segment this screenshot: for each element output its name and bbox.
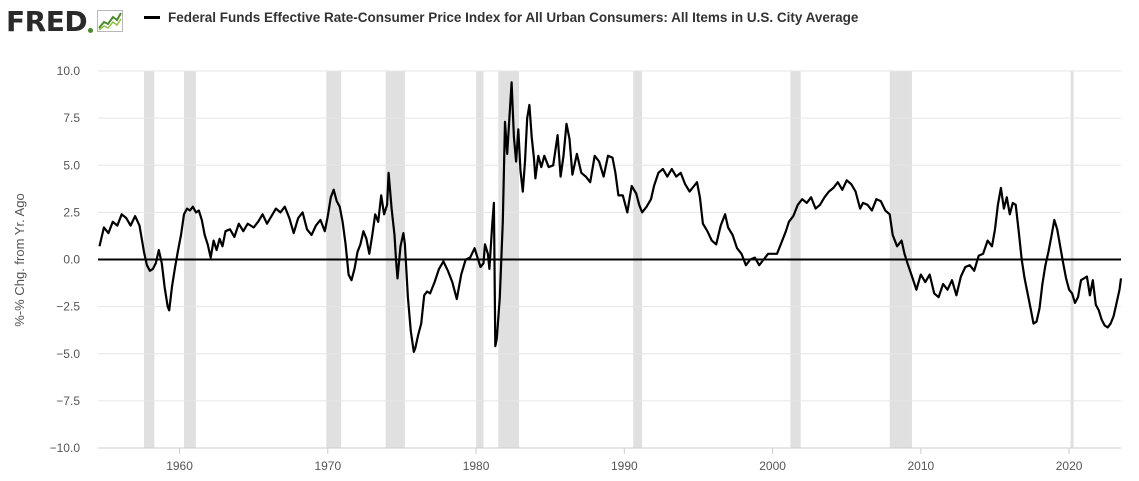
recession-band-6 (633, 71, 643, 448)
y-tick-label: 10.0 (57, 64, 81, 78)
recession-band-0 (143, 71, 155, 448)
x-tick-label: 1990 (611, 459, 638, 473)
y-tick-label: 7.5 (63, 111, 80, 125)
recession-band-4 (476, 71, 484, 448)
recession-band-2 (326, 71, 342, 448)
legend-label: Federal Funds Effective Rate-Consumer Pr… (168, 10, 859, 25)
y-axis-ticks: 10.0 7.5 5.0 2.5 0.0 −2.5 −5.0 −7.5 −10.0 (50, 64, 81, 455)
series-line-0 (98, 81, 1123, 353)
x-axis-ticks: 1960 1970 1980 1990 2000 2010 2020 (98, 447, 1121, 473)
x-tick-label: 2020 (1056, 459, 1083, 473)
gridlines (98, 70, 1121, 449)
y-tick-label: −2.5 (56, 300, 80, 314)
legend-swatch (144, 16, 160, 19)
y-tick-label: −7.5 (56, 394, 80, 408)
recession-band-3 (385, 71, 405, 448)
x-tick-label: 1960 (166, 459, 193, 473)
recession-band-8 (889, 71, 912, 448)
x-tick-label: 1970 (314, 459, 341, 473)
x-tick-label: 2010 (907, 459, 934, 473)
chart-header: FRED Federal Funds Effective Rate-Consum… (0, 0, 1139, 42)
y-tick-label: 0.0 (63, 253, 80, 267)
fred-sparkline-icon (97, 10, 124, 32)
recession-band-1 (183, 71, 196, 448)
y-axis-title: %-% Chg. from Yr. Ago (12, 193, 27, 326)
fred-wordmark: FRED (6, 4, 88, 38)
fred-logo-dot (88, 27, 94, 33)
x-tick-label: 2000 (759, 459, 786, 473)
chart-legend: Federal Funds Effective Rate-Consumer Pr… (144, 10, 858, 25)
y-tick-label: 2.5 (63, 205, 80, 219)
x-tick-label: 1980 (463, 459, 490, 473)
recession-band-5 (498, 71, 520, 448)
series-layer (98, 81, 1123, 353)
y-tick-label: 5.0 (63, 158, 80, 172)
recession-shading (143, 71, 1074, 448)
recession-band-9 (1070, 71, 1074, 448)
recession-band-7 (790, 71, 801, 448)
fred-logo[interactable]: FRED (6, 4, 124, 38)
y-tick-label: −10.0 (50, 441, 81, 455)
y-tick-label: −5.0 (56, 347, 80, 361)
